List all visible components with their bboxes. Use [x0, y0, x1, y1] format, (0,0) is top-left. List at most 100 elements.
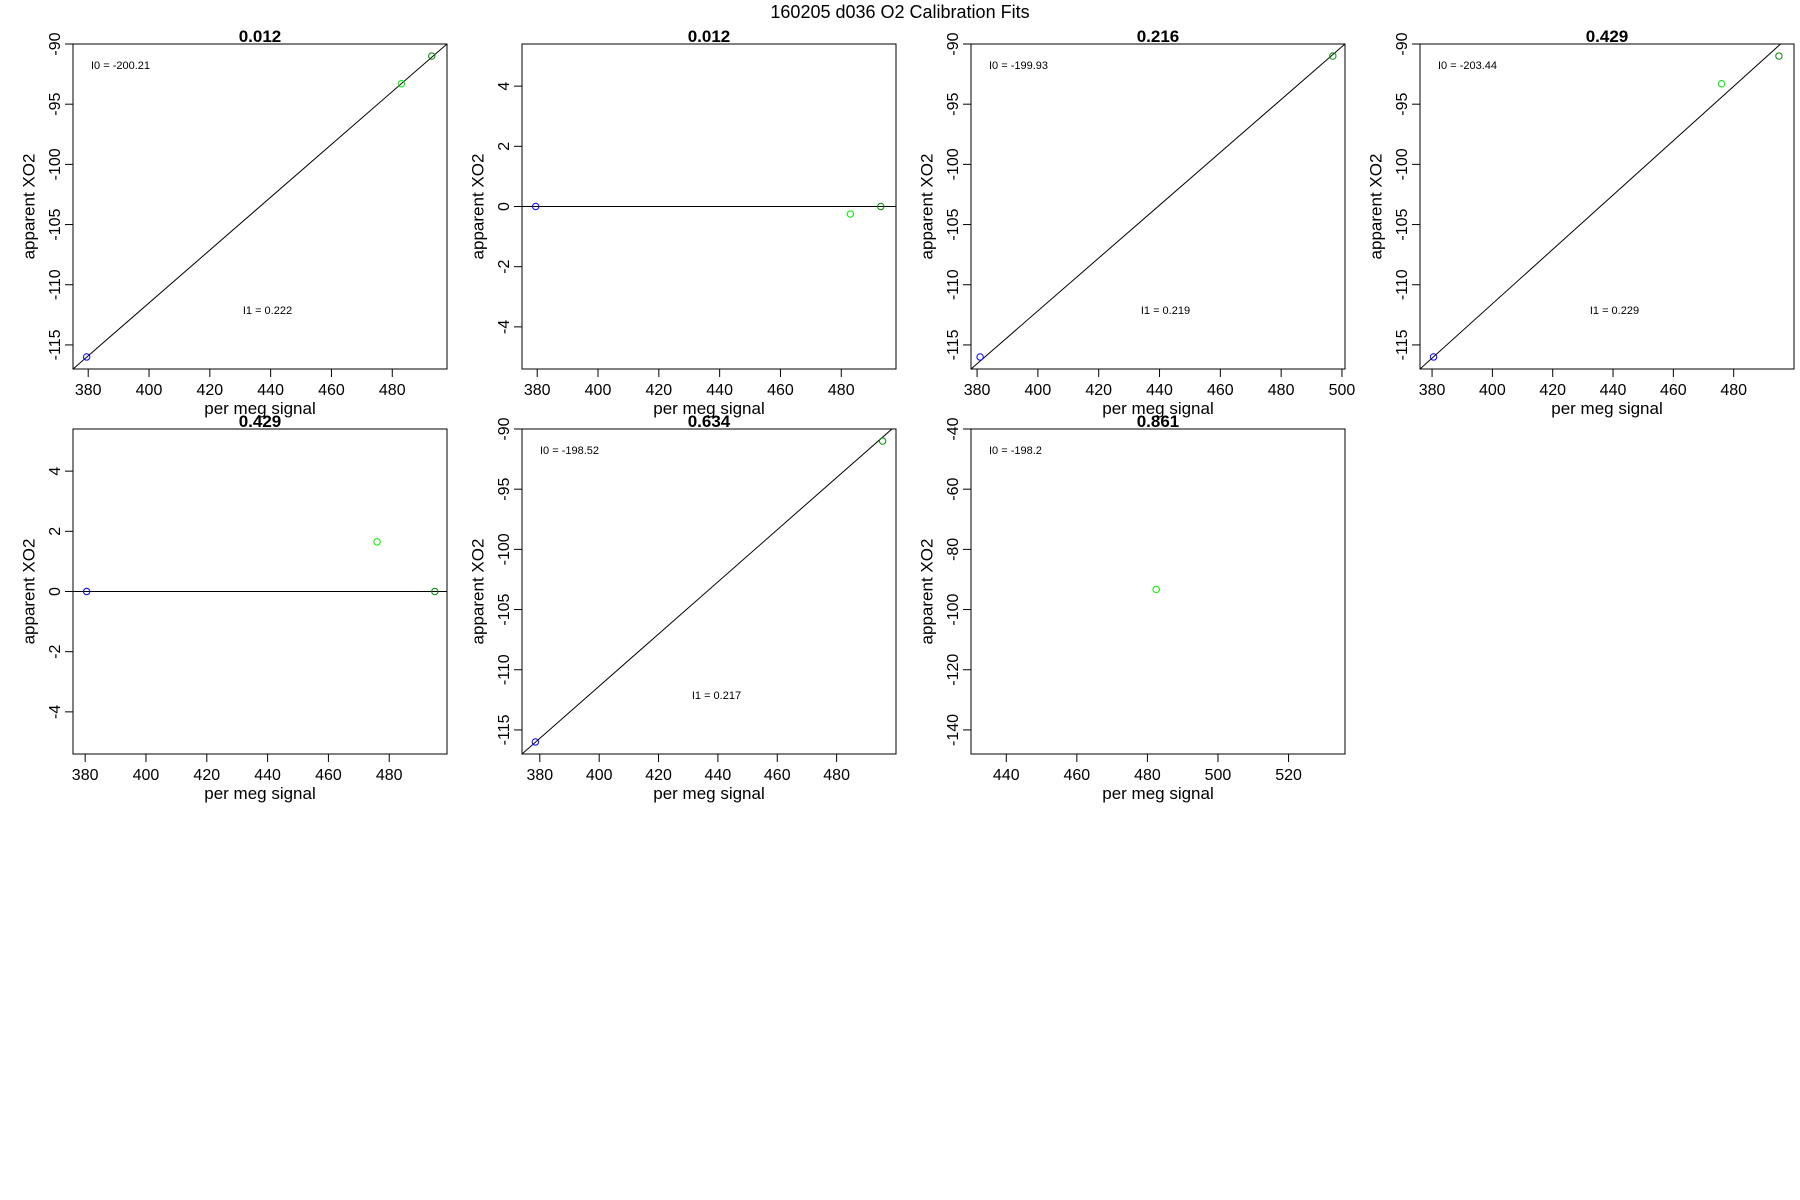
panel-title: 0.429 — [239, 412, 282, 431]
y-tick-label: -120 — [945, 654, 962, 686]
y-tick-label: -40 — [945, 417, 962, 440]
x-tick-label: 440 — [254, 767, 281, 784]
x-tick-label: 480 — [379, 382, 406, 399]
y-tick-label: -4 — [496, 320, 513, 334]
y-tick-label: -100 — [945, 593, 962, 625]
y-tick-label: 4 — [47, 467, 64, 476]
data-point-blue — [82, 353, 91, 361]
x-axis-label: per meg signal — [1102, 399, 1214, 418]
x-tick-label: 380 — [964, 382, 991, 399]
y-tick-label: -90 — [496, 417, 513, 440]
data-point-dark-green — [431, 587, 439, 596]
y-axis-label: apparent XO2 — [468, 154, 487, 260]
data-point-green — [397, 80, 406, 88]
fit-annotation: I0 = -198.2 — [989, 445, 1042, 457]
y-axis-label: apparent XO2 — [468, 539, 487, 645]
plot-frame — [970, 428, 1346, 755]
fit-annotation: I0 = -203.44 — [1438, 60, 1497, 72]
panel-title: 0.861 — [1137, 412, 1180, 431]
plot-panel-2: 0.012 380 400 420 440 460 480 -4 -2 0 2 4 per meg si… — [468, 27, 897, 418]
x-tick-label: 420 — [196, 382, 223, 399]
data-point-green — [1152, 585, 1160, 594]
y-axis-label: apparent XO2 — [1366, 154, 1385, 260]
x-tick-label: 420 — [645, 767, 672, 784]
x-tick-label: 460 — [318, 382, 345, 399]
y-tick-label: -80 — [945, 538, 962, 561]
x-tick-label: 480 — [1720, 382, 1747, 399]
fit-line — [1420, 44, 1782, 369]
x-tick-label: 460 — [767, 382, 794, 399]
panel-title: 0.012 — [239, 27, 282, 46]
panel-title: 0.429 — [1586, 27, 1629, 46]
x-tick-label: 480 — [823, 767, 850, 784]
y-tick-label: -2 — [496, 259, 513, 273]
fit-line — [73, 44, 447, 369]
fit-annotation: I1 = 0.229 — [1590, 305, 1639, 317]
fit-annotation: I1 = 0.222 — [243, 305, 292, 317]
x-tick-label: 420 — [645, 382, 672, 399]
x-tick-label: 460 — [764, 767, 791, 784]
y-axis-label: apparent XO2 — [19, 539, 38, 645]
data-point-dark-green — [878, 437, 887, 445]
x-tick-label: 460 — [1660, 382, 1687, 399]
figure-title: 160205 d036 O2 Calibration Fits — [770, 2, 1030, 22]
x-tick-label: 400 — [133, 767, 160, 784]
plot-panel-6: 0.634 380 400 420 440 460 480 -115 -110 -105 -100 -… — [468, 412, 897, 803]
x-tick-label: 440 — [1600, 382, 1627, 399]
fit-annotation: I1 = 0.219 — [1141, 305, 1190, 317]
x-tick-label: 520 — [1275, 767, 1302, 784]
y-tick-label: 0 — [47, 587, 64, 596]
panel-title: 0.634 — [688, 412, 731, 431]
fit-annotation: I0 = -198.52 — [540, 445, 599, 457]
y-tick-label: -115 — [496, 714, 513, 745]
x-tick-label: 420 — [1539, 382, 1566, 399]
y-tick-label: -100 — [47, 148, 64, 180]
y-tick-label: -100 — [945, 148, 962, 180]
x-tick-label: 440 — [257, 382, 284, 399]
x-tick-label: 460 — [1207, 382, 1234, 399]
y-tick-label: -100 — [496, 533, 513, 565]
x-tick-label: 500 — [1205, 767, 1232, 784]
plot-panel-7: 0.861 440 460 480 500 520 -140 -120 -100 -80 -60 -4… — [917, 412, 1346, 803]
x-axis-label: per meg signal — [204, 399, 316, 418]
x-tick-label: 380 — [75, 382, 102, 399]
x-tick-label: 440 — [705, 767, 732, 784]
x-tick-label: 420 — [193, 767, 220, 784]
x-axis-label: per meg signal — [653, 784, 765, 803]
y-tick-label: -105 — [1394, 208, 1411, 240]
x-tick-label: 480 — [828, 382, 855, 399]
data-point-blue — [82, 587, 91, 596]
x-tick-label: 380 — [72, 767, 99, 784]
x-tick-label: 480 — [1134, 767, 1161, 784]
plot-frame — [1419, 43, 1795, 370]
y-tick-label: 4 — [496, 82, 513, 91]
x-tick-label: 480 — [1268, 382, 1295, 399]
data-point-dark-green — [1329, 52, 1337, 60]
fit-annotation: I0 = -200.21 — [91, 60, 150, 72]
y-tick-label: -115 — [47, 329, 64, 360]
y-tick-label: -100 — [1394, 148, 1411, 180]
plot-panel-1: 0.012 380 400 420 440 460 480 -115 -110 -105 -100 -… — [19, 27, 448, 418]
y-axis-label: apparent XO2 — [917, 154, 936, 260]
data-point-green — [373, 538, 381, 546]
x-tick-label: 460 — [315, 767, 342, 784]
x-tick-label: 400 — [585, 382, 612, 399]
y-tick-label: -140 — [945, 714, 962, 746]
y-tick-label: -60 — [945, 478, 962, 501]
y-tick-label: 0 — [496, 202, 513, 211]
x-axis-label: per meg signal — [1102, 784, 1214, 803]
y-axis-label: apparent XO2 — [19, 154, 38, 260]
y-tick-label: -95 — [1394, 93, 1411, 116]
x-tick-label: 440 — [993, 767, 1020, 784]
y-tick-label: -90 — [47, 32, 64, 55]
y-tick-label: -90 — [1394, 32, 1411, 55]
plot-panel-3: 0.216 380 400 420 440 460 480 500 -115 -110 -105 -1… — [917, 27, 1355, 418]
x-tick-label: 500 — [1329, 382, 1356, 399]
y-tick-label: -105 — [47, 208, 64, 240]
y-tick-label: -2 — [47, 644, 64, 658]
data-point-blue — [976, 353, 984, 361]
fit-line — [971, 44, 1345, 369]
y-tick-label: -110 — [945, 269, 962, 300]
x-tick-label: 380 — [1419, 382, 1446, 399]
